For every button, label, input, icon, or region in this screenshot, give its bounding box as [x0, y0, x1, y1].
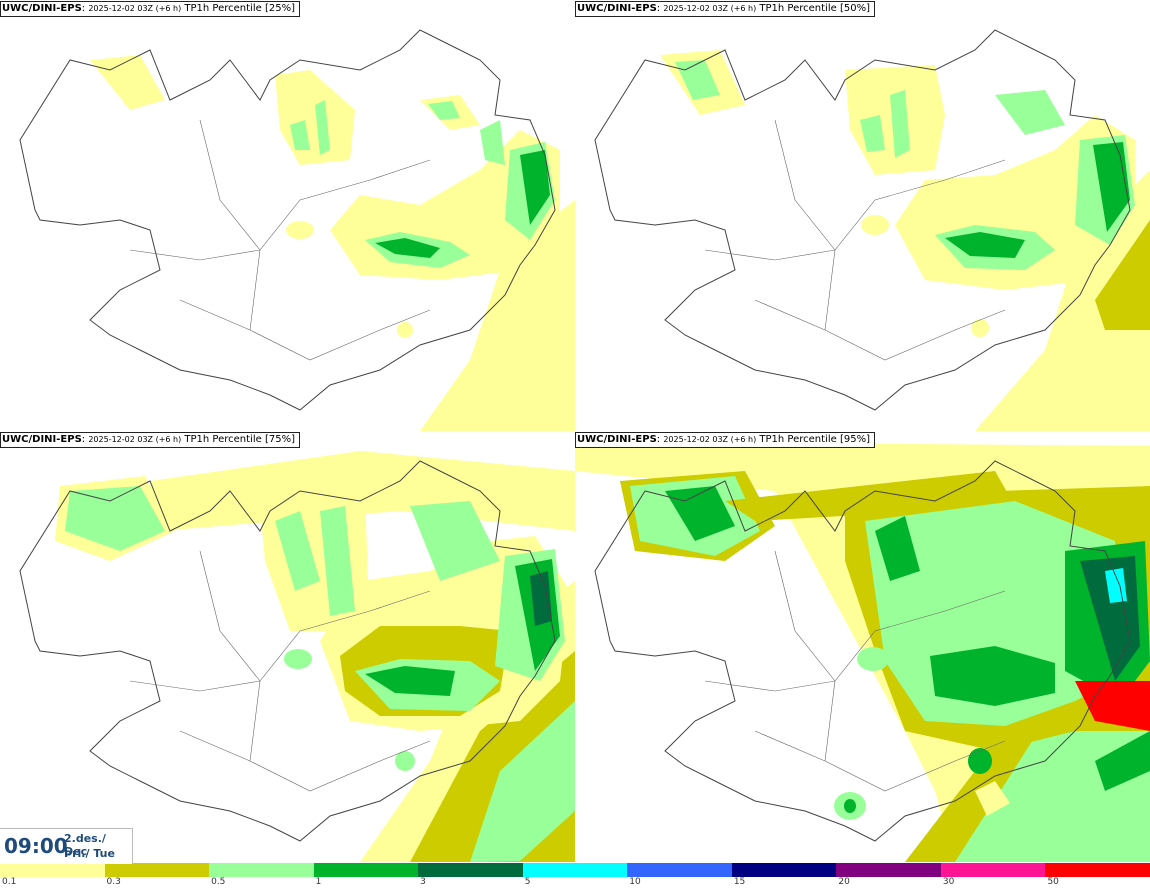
colorbar-label: 0.5	[211, 877, 226, 887]
valid-date: 2.des./ Dec	[64, 832, 106, 858]
colorbar-label: 0.1	[2, 877, 17, 887]
colorbar-label: 20	[838, 877, 850, 887]
iceland-map	[19, 29, 575, 431]
colorbar-label: 3	[420, 877, 426, 887]
colorbar-swatch	[1045, 863, 1150, 877]
valid-time: 09:00	[4, 834, 68, 858]
colorbar-label: 1	[315, 877, 322, 887]
iceland-map	[19, 451, 575, 862]
colorbar-swatch	[731, 863, 837, 877]
coastline	[19, 29, 556, 411]
map-panel-p95: UWC/DINI-EPS: 2025-12-02 03Z (+6 h) TP1h…	[575, 431, 1150, 862]
colorbar-swatch	[0, 863, 105, 877]
colorbar-swatch	[627, 863, 732, 877]
colorbar-label: 30	[942, 877, 955, 887]
coastline	[19, 460, 556, 842]
colorbar-label: 15	[733, 877, 746, 887]
colorbar-label: 50	[1047, 877, 1059, 887]
interior-roads	[704, 550, 1006, 792]
coastline	[594, 29, 1131, 411]
colorbar-label: 10	[629, 877, 641, 887]
interior-roads	[704, 119, 1006, 361]
colorbar-label: 5	[524, 877, 531, 887]
colorbar-swatch	[522, 863, 628, 877]
colorbar-label: 0.3	[106, 877, 121, 887]
map-panel-p25: UWC/DINI-EPS: 2025-12-02 03Z (+6 h) TP1h…	[0, 0, 575, 431]
iceland-map	[594, 29, 1150, 431]
colorbar	[0, 863, 1150, 877]
panel-title: UWC/DINI-EPS: 2025-12-02 03Z (+6 h) TP1h…	[575, 1, 875, 17]
iceland-map	[575, 441, 1150, 862]
colorbar-labels: 0.1 0.3 0.5 1 3 5 10 15 20 30 50	[0, 877, 1150, 891]
coastline	[594, 460, 1131, 842]
map-panel-p75: UWC/DINI-EPS: 2025-12-02 03Z (+6 h) TP1h…	[0, 431, 575, 862]
colorbar-swatch	[418, 863, 523, 877]
interior-roads	[129, 550, 431, 792]
panel-title: UWC/DINI-EPS: 2025-12-02 03Z (+6 h) TP1h…	[0, 1, 300, 17]
interior-roads	[129, 119, 431, 361]
colorbar-swatch	[209, 863, 314, 877]
colorbar-swatch	[104, 863, 210, 877]
panel-title: UWC/DINI-EPS: 2025-12-02 03Z (+6 h) TP1h…	[0, 432, 300, 448]
colorbar-swatch	[940, 863, 1046, 877]
colorbar-swatch	[836, 863, 941, 877]
panel-title: UWC/DINI-EPS: 2025-12-02 03Z (+6 h) TP1h…	[575, 432, 875, 448]
valid-weekday: Þri./ Tue	[64, 847, 115, 860]
map-panel-p50: UWC/DINI-EPS: 2025-12-02 03Z (+6 h) TP1h…	[575, 0, 1150, 431]
valid-time-box: 09:00 2.des./ Dec Þri./ Tue	[0, 828, 133, 864]
colorbar-swatch	[313, 863, 419, 877]
